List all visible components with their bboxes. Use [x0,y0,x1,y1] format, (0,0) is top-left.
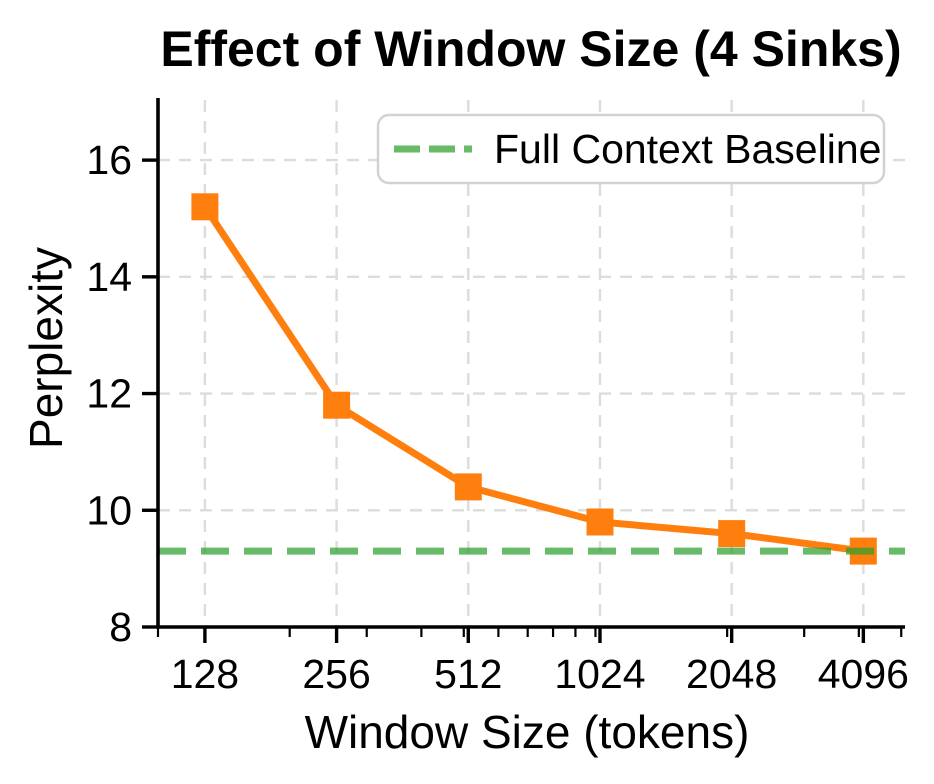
x-tick-label: 256 [302,651,370,697]
chart-title: Effect of Window Size (4 Sinks) [160,21,901,77]
x-tick-label: 512 [434,651,502,697]
series-line [201,204,864,555]
y-tick-label: 12 [86,371,132,417]
data-point-marker [191,193,219,221]
y-tick-label: 10 [86,487,132,533]
x-tick-label: 2048 [686,651,777,697]
y-tick-label: 14 [86,254,132,300]
x-tick-label: 128 [171,651,239,697]
data-point-marker [718,520,746,548]
legend-label: Full Context Baseline [494,126,881,172]
y-axis-label: Perplexity [20,247,72,449]
data-point-marker [454,473,482,501]
gridlines [158,100,905,627]
axes [142,98,905,643]
y-tick-label: 16 [86,137,132,183]
x-tick-label: 1024 [554,651,645,697]
data-series [158,193,905,565]
x-axis-label: Window Size (tokens) [305,706,750,758]
y-tick-label: 8 [109,604,132,650]
data-point-marker [586,508,614,536]
tick-labels: 8 10 12 14 16 128 256 512 1024 2048 4096 [86,137,909,697]
data-point-marker [323,391,351,419]
legend: Full Context Baseline [376,113,886,185]
legend-box [376,113,886,185]
x-tick-label: 4096 [818,651,909,697]
